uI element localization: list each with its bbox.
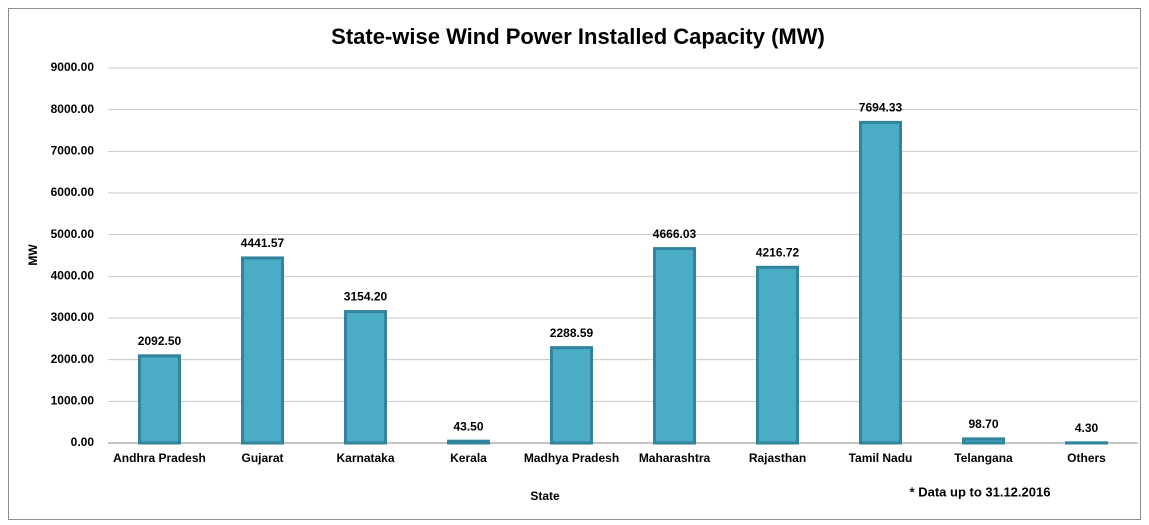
y-tick-label: 7000.00 bbox=[51, 144, 95, 158]
value-label: 4666.03 bbox=[653, 227, 697, 241]
bar bbox=[550, 346, 593, 445]
bar bbox=[138, 354, 181, 445]
bar bbox=[344, 310, 387, 445]
bar bbox=[241, 256, 284, 445]
value-label: 4.30 bbox=[1075, 421, 1099, 435]
y-tick-label: 5000.00 bbox=[51, 227, 95, 241]
y-tick-label: 3000.00 bbox=[51, 310, 95, 324]
chart-title: State-wise Wind Power Installed Capacity… bbox=[331, 24, 825, 49]
x-tick-label: Maharashtra bbox=[639, 451, 711, 465]
value-label: 2288.59 bbox=[550, 326, 594, 340]
x-tick-label: Madhya Pradesh bbox=[524, 451, 619, 465]
x-tick-label: Others bbox=[1067, 451, 1106, 465]
x-tick-label: Karnataka bbox=[336, 451, 394, 465]
x-tick-label: Rajasthan bbox=[749, 451, 806, 465]
x-tick-label: Andhra Pradesh bbox=[113, 451, 206, 465]
value-label: 4216.72 bbox=[756, 245, 800, 259]
bar bbox=[962, 437, 1005, 445]
y-tick-label: 6000.00 bbox=[51, 185, 95, 199]
y-tick-label: 9000.00 bbox=[51, 60, 95, 74]
y-tick-label: 1000.00 bbox=[51, 394, 95, 408]
value-label: 3154.20 bbox=[344, 290, 388, 304]
x-tick-label: Tamil Nadu bbox=[849, 451, 913, 465]
bar bbox=[859, 120, 902, 445]
value-label: 98.70 bbox=[968, 417, 998, 431]
y-tick-label: 2000.00 bbox=[51, 352, 95, 366]
value-label: 4441.57 bbox=[241, 236, 285, 250]
value-label: 2092.50 bbox=[138, 334, 182, 348]
bar bbox=[653, 247, 696, 445]
bar bbox=[756, 265, 799, 445]
value-label: 7694.33 bbox=[859, 101, 903, 115]
y-tick-label: 0.00 bbox=[71, 435, 95, 449]
y-tick-label: 8000.00 bbox=[51, 102, 95, 116]
x-tick-label: Gujarat bbox=[241, 451, 283, 465]
y-tick-label: 4000.00 bbox=[51, 269, 95, 283]
x-tick-label: Kerala bbox=[450, 451, 487, 465]
y-axis-label: MW bbox=[26, 244, 40, 266]
annotation: * Data up to 31.12.2016 bbox=[910, 484, 1051, 499]
x-axis-label: State bbox=[530, 489, 560, 503]
x-tick-label: Telangana bbox=[954, 451, 1013, 465]
bar bbox=[447, 439, 490, 445]
value-label: 43.50 bbox=[453, 419, 483, 433]
